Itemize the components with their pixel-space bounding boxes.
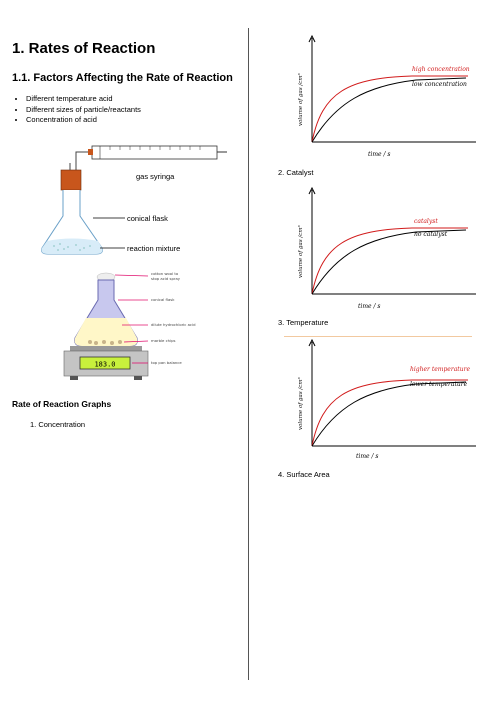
list-item-catalyst: 2. Catalyst: [278, 168, 314, 177]
curve-label-high: higher temperature: [410, 366, 470, 373]
apparatus-label: stop acid spray: [151, 276, 181, 281]
syringe-label: gas syringa: [136, 172, 175, 181]
concentration-graph: high concentration low concentration tim…: [297, 34, 476, 158]
apparatus-label: marble chips: [151, 338, 176, 343]
list-item: Different sizes of particle/reactants: [26, 105, 141, 116]
apparatus-label: dilute hydrochloric acid: [151, 322, 196, 327]
graphs-heading: Rate of Reaction Graphs: [12, 399, 112, 409]
apparatus-label: conical flask: [151, 297, 175, 302]
catalyst-graph: catalyst no catalyst time / s volume of …: [297, 186, 476, 310]
balance-display: 183.0: [94, 361, 115, 369]
gas-syringe-apparatus: [41, 145, 227, 255]
apparatus-label: top pan balance: [151, 360, 182, 365]
curve-label-low: low concentration: [412, 81, 467, 88]
list-item-temperature: 3. Temperature: [278, 318, 329, 327]
section-title: 1.1. Factors Affecting the Rate of React…: [12, 72, 233, 84]
page-title: 1. Rates of Reaction: [12, 40, 156, 57]
curve-label-low: lower temperature: [410, 381, 468, 388]
list-item-concentration: 1. Concentration: [30, 420, 86, 429]
curve-label-high: catalyst: [414, 218, 438, 225]
x-axis-label: time / s: [358, 303, 381, 310]
y-axis-label: volume of gas /cm³: [297, 225, 304, 278]
list-item: Different temperature acid: [26, 94, 141, 105]
list-item-surface-area: 4. Surface Area: [278, 470, 330, 479]
x-axis-label: time / s: [368, 151, 391, 158]
factors-list: Different temperature acid Different siz…: [12, 94, 141, 126]
apparatus-label: cotton wool to: [151, 271, 179, 276]
list-item: Concentration of acid: [26, 115, 141, 126]
mixture-label: reaction mixture: [127, 244, 181, 253]
y-axis-label: volume of gas /cm³: [297, 377, 304, 430]
balance-apparatus: cotton wool to stop acid spray conical f…: [63, 271, 196, 380]
divider-line: [284, 336, 472, 337]
curve-label-low: no catalyst: [414, 231, 448, 238]
column-divider: [248, 28, 249, 680]
flask-label: conical flask: [127, 214, 168, 223]
curve-label-high: high concentration: [412, 66, 470, 73]
y-axis-label: volume of gas /cm³: [297, 73, 304, 126]
temperature-graph: higher temperature lower temperature tim…: [297, 338, 476, 460]
x-axis-label: time / s: [356, 453, 379, 460]
